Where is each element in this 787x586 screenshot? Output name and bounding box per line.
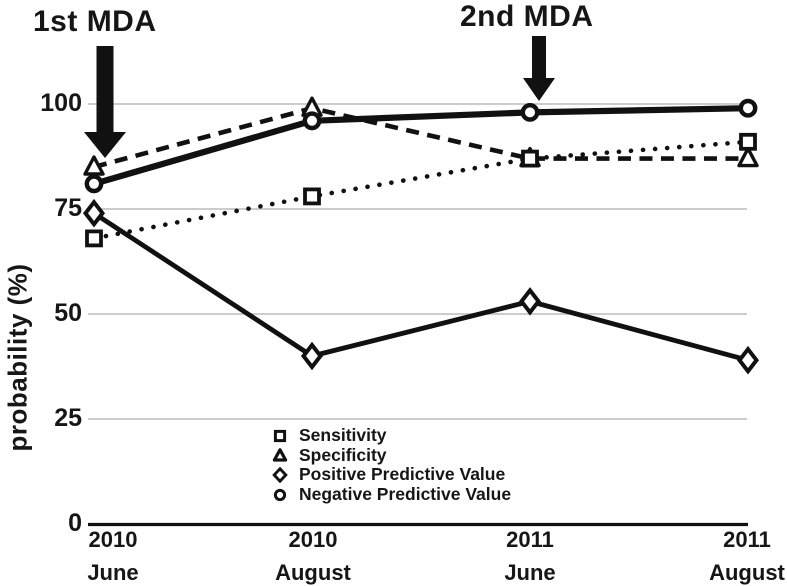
ppv-diamond-marker-icon — [272, 466, 288, 483]
legend: Sensitivity Specificity Positive Predict… — [272, 426, 511, 504]
x-label-year: 2011 — [506, 527, 554, 552]
x-label-month: August — [709, 560, 785, 585]
x-label-year: 2011 — [723, 527, 771, 552]
x-label-year: 2010 — [288, 527, 338, 552]
x-label-month: June — [87, 560, 139, 585]
annotation-2nd-mda: 2nd MDA — [460, 0, 594, 33]
legend-label: Sensitivity — [299, 425, 387, 446]
x-label-month: August — [275, 560, 351, 585]
legend-row-specificity: Specificity — [272, 444, 511, 466]
x-label-2011-june: 2011 June — [460, 528, 600, 585]
y-tick-100: 100 — [40, 89, 82, 117]
legend-row-ppv: Positive Predictive Value — [272, 465, 511, 485]
legend-row-npv: Negative Predictive Value — [272, 485, 511, 505]
y-tick-75: 75 — [54, 194, 82, 222]
x-label-2011-august: 2011 August — [677, 528, 787, 585]
annotation-1st-mda: 1st MDA — [33, 5, 157, 38]
y-tick-25: 25 — [54, 404, 82, 432]
y-tick-50: 50 — [54, 299, 82, 327]
x-label-2010-june: 2010 June — [43, 528, 183, 585]
legend-label: Positive Predictive Value — [299, 464, 506, 485]
x-label-year: 2010 — [88, 527, 138, 552]
y-axis-title: probability (%) — [2, 263, 33, 452]
legend-label: Negative Predictive Value — [299, 484, 512, 505]
npv-circle-marker-icon — [273, 488, 287, 501]
x-label-month: June — [504, 560, 556, 585]
x-label-2010-august: 2010 August — [243, 528, 383, 585]
y-tick-0: 0 — [68, 509, 82, 537]
legend-row-sensitivity: Sensitivity — [272, 426, 511, 446]
specificity-triangle-marker-icon — [272, 448, 288, 462]
legend-label: Specificity — [299, 444, 387, 465]
sensitivity-square-marker-icon — [273, 429, 287, 442]
